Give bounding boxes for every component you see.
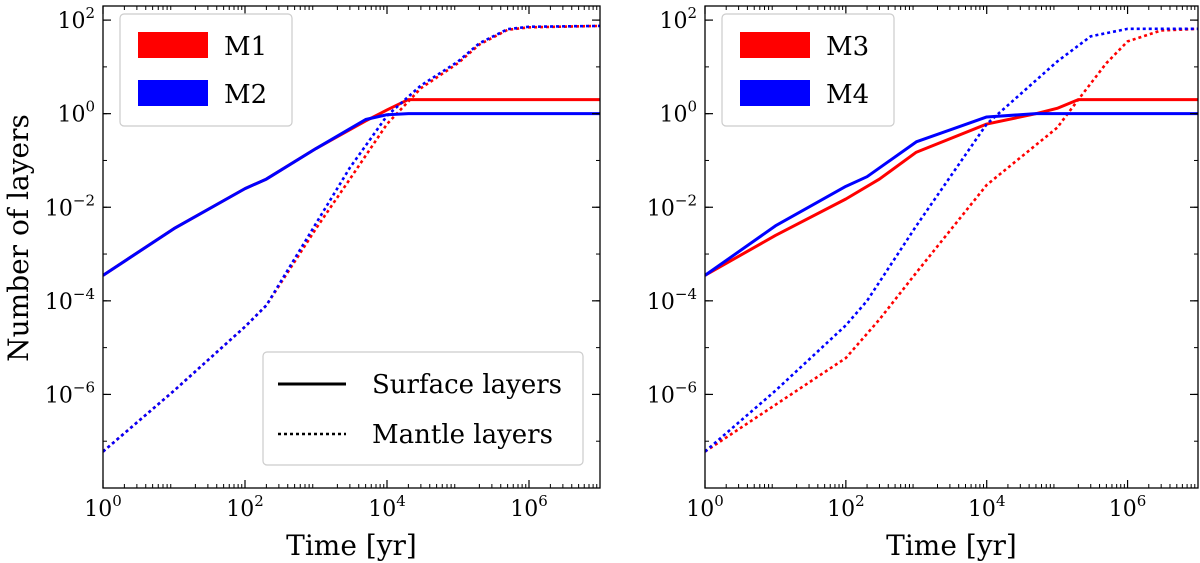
model-legend: M1 M2 — [119, 13, 293, 127]
y-tick-label: 102 — [57, 4, 95, 34]
series-line-m3-mantle — [705, 27, 1198, 453]
legend-label-m3: M3 — [826, 32, 869, 62]
y-axis-title: Number of layers — [2, 114, 35, 362]
legend-label-solid: Surface layers — [372, 370, 562, 400]
legend-swatch-m4 — [740, 80, 810, 106]
y-tick-label: 10−4 — [45, 285, 95, 315]
x-axis-title: Time [yr] — [886, 529, 1017, 562]
minor-ticks — [103, 6, 600, 489]
series-line-m4-surface — [705, 112, 1198, 277]
panel-right: 100 102 104 106 10−6 10−4 10−2 100 102 Time [yr] M… — [647, 4, 1199, 562]
plot-frame — [102, 5, 601, 489]
y-tick-label: 10−4 — [647, 285, 697, 315]
plot-area — [705, 27, 1198, 453]
legend-label-dotted: Mantle layers — [372, 420, 553, 450]
x-axis-title: Time [yr] — [286, 529, 417, 562]
x-tick-label: 104 — [368, 492, 406, 522]
plot-frame — [704, 5, 1199, 489]
x-tick-label: 106 — [510, 492, 548, 522]
legend-swatch-m1 — [138, 32, 208, 58]
x-tick-label: 102 — [827, 492, 865, 522]
y-tick-label: 100 — [57, 98, 95, 128]
y-tick-label: 10−2 — [45, 191, 95, 221]
minor-ticks — [705, 6, 1198, 489]
y-tick-label: 10−6 — [45, 378, 95, 408]
x-tick-label: 106 — [1109, 492, 1147, 522]
plot-area — [103, 24, 600, 453]
legend-label-m1: M1 — [224, 32, 267, 62]
y-tick-label: 10−2 — [647, 191, 697, 221]
series-line-m2-mantle — [103, 24, 600, 453]
legend-label-m4: M4 — [826, 80, 869, 110]
legend-frame — [262, 351, 584, 466]
y-tick-label: 102 — [659, 4, 697, 34]
series-line-m2-surface — [103, 112, 600, 277]
legend-swatch-m3 — [740, 32, 810, 58]
linestyle-legend: Surface layers Mantle layers — [262, 351, 584, 466]
y-tick-label: 100 — [659, 98, 697, 128]
model-legend: M3 M4 — [721, 13, 895, 127]
x-tick-label: 100 — [686, 492, 724, 522]
series-line-m4-mantle — [705, 27, 1198, 453]
x-tick-label: 104 — [968, 492, 1006, 522]
series-line-m3-surface — [705, 98, 1198, 277]
x-tick-label: 100 — [84, 492, 122, 522]
x-tick-label: 102 — [226, 492, 264, 522]
panel-left: 100 102 104 106 10−6 10−4 10−2 100 102 Time [yr] M… — [45, 4, 601, 562]
y-tick-label: 10−6 — [647, 378, 697, 408]
legend-label-m2: M2 — [224, 80, 267, 110]
legend-swatch-m2 — [138, 80, 208, 106]
